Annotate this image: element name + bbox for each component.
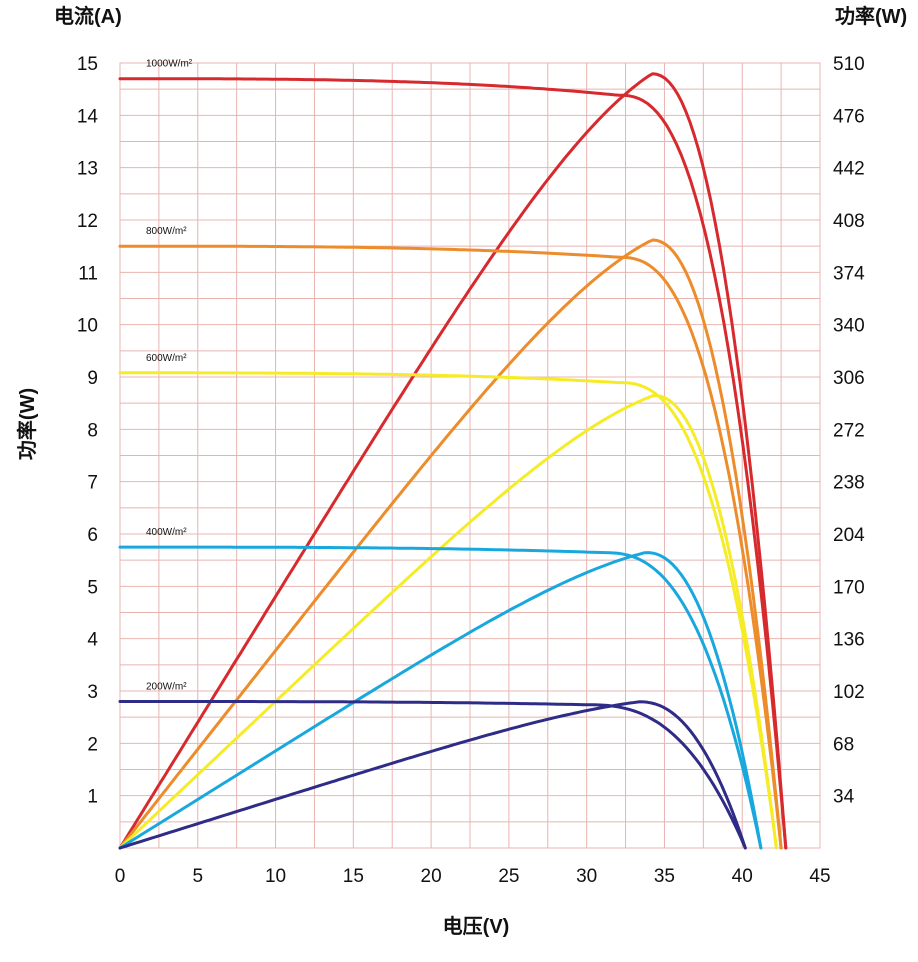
irradiance-label: 400W/m²: [146, 527, 187, 538]
left-tick-label: 1: [87, 787, 98, 808]
rotated-axis-title: 功率(W): [15, 388, 39, 460]
pv-curve: [118, 72, 788, 850]
irradiance-label: 800W/m²: [146, 226, 187, 237]
irradiance-label: 1000W/m²: [146, 59, 193, 70]
pv-curve: [118, 551, 763, 850]
right-tick-label: 476: [833, 106, 865, 127]
left-tick-label: 7: [87, 473, 98, 494]
left-tick-label: 8: [87, 420, 98, 441]
x-tick-label: 5: [192, 866, 203, 887]
right-tick-label: 102: [833, 682, 865, 703]
right-tick-label: 204: [833, 525, 865, 546]
right-tick-label: 442: [833, 159, 865, 180]
left-tick-label: 5: [87, 577, 98, 598]
pv-curve: [118, 394, 778, 850]
left-tick-label: 9: [87, 368, 98, 389]
tick-labels: 0 5 10 15 20 25 30 35 40 451234567891011121314153…: [77, 54, 865, 887]
left-tick-label: 12: [77, 211, 98, 232]
left-tick-label: 11: [78, 263, 98, 284]
pv-curve: [118, 238, 783, 850]
irradiance-label: 200W/m²: [146, 681, 187, 692]
left-tick-label: 14: [77, 106, 99, 127]
irradiance-label: 600W/m²: [146, 353, 187, 364]
iv-curve: [118, 371, 778, 850]
right-tick-label: 136: [833, 630, 865, 651]
curves: [118, 72, 788, 850]
x-tick-label: 20: [421, 866, 442, 887]
x-tick-label: 25: [498, 866, 519, 887]
x-tick-label: 10: [265, 866, 286, 887]
iv-curve: [118, 244, 783, 850]
right-tick-label: 408: [833, 211, 865, 232]
iv-curve: [118, 700, 747, 850]
left-tick-label: 13: [77, 159, 98, 180]
right-tick-label: 340: [833, 316, 865, 337]
x-tick-label: 45: [809, 866, 830, 887]
right-tick-label: 238: [833, 473, 865, 494]
right-tick-label: 510: [833, 54, 865, 75]
plot-frame: [119, 62, 821, 849]
left-tick-label: 4: [87, 630, 98, 651]
left-tick-label: 6: [87, 525, 98, 546]
x-tick-label: 40: [732, 866, 753, 887]
right-tick-label: 68: [833, 734, 854, 755]
irradiance-labels: 1000W/m² 800W/m² 600W/m² 400W/m² 200W/m²: [146, 59, 193, 693]
right-tick-label: 170: [833, 577, 865, 598]
left-tick-label: 10: [77, 316, 98, 337]
right-tick-label: 306: [833, 368, 865, 389]
right-tick-label: 272: [833, 420, 865, 441]
iv-curve: [118, 545, 763, 850]
right-tick-label: 374: [833, 263, 865, 284]
left-axis-title: 电流(A): [54, 4, 122, 28]
iv-curve: [118, 77, 788, 850]
x-axis-title: 电压(V): [443, 915, 510, 938]
right-tick-label: 34: [833, 787, 855, 808]
x-tick-label: 0: [115, 866, 126, 887]
x-tick-label: 30: [576, 866, 597, 887]
left-tick-label: 3: [87, 682, 98, 703]
right-axis-title: 功率(W): [835, 4, 907, 28]
x-tick-label: 35: [654, 866, 675, 887]
x-tick-label: 15: [343, 866, 364, 887]
pv-curve: [118, 700, 747, 850]
left-tick-label: 15: [77, 54, 98, 75]
grid: [120, 63, 820, 848]
left-tick-label: 2: [87, 734, 98, 755]
